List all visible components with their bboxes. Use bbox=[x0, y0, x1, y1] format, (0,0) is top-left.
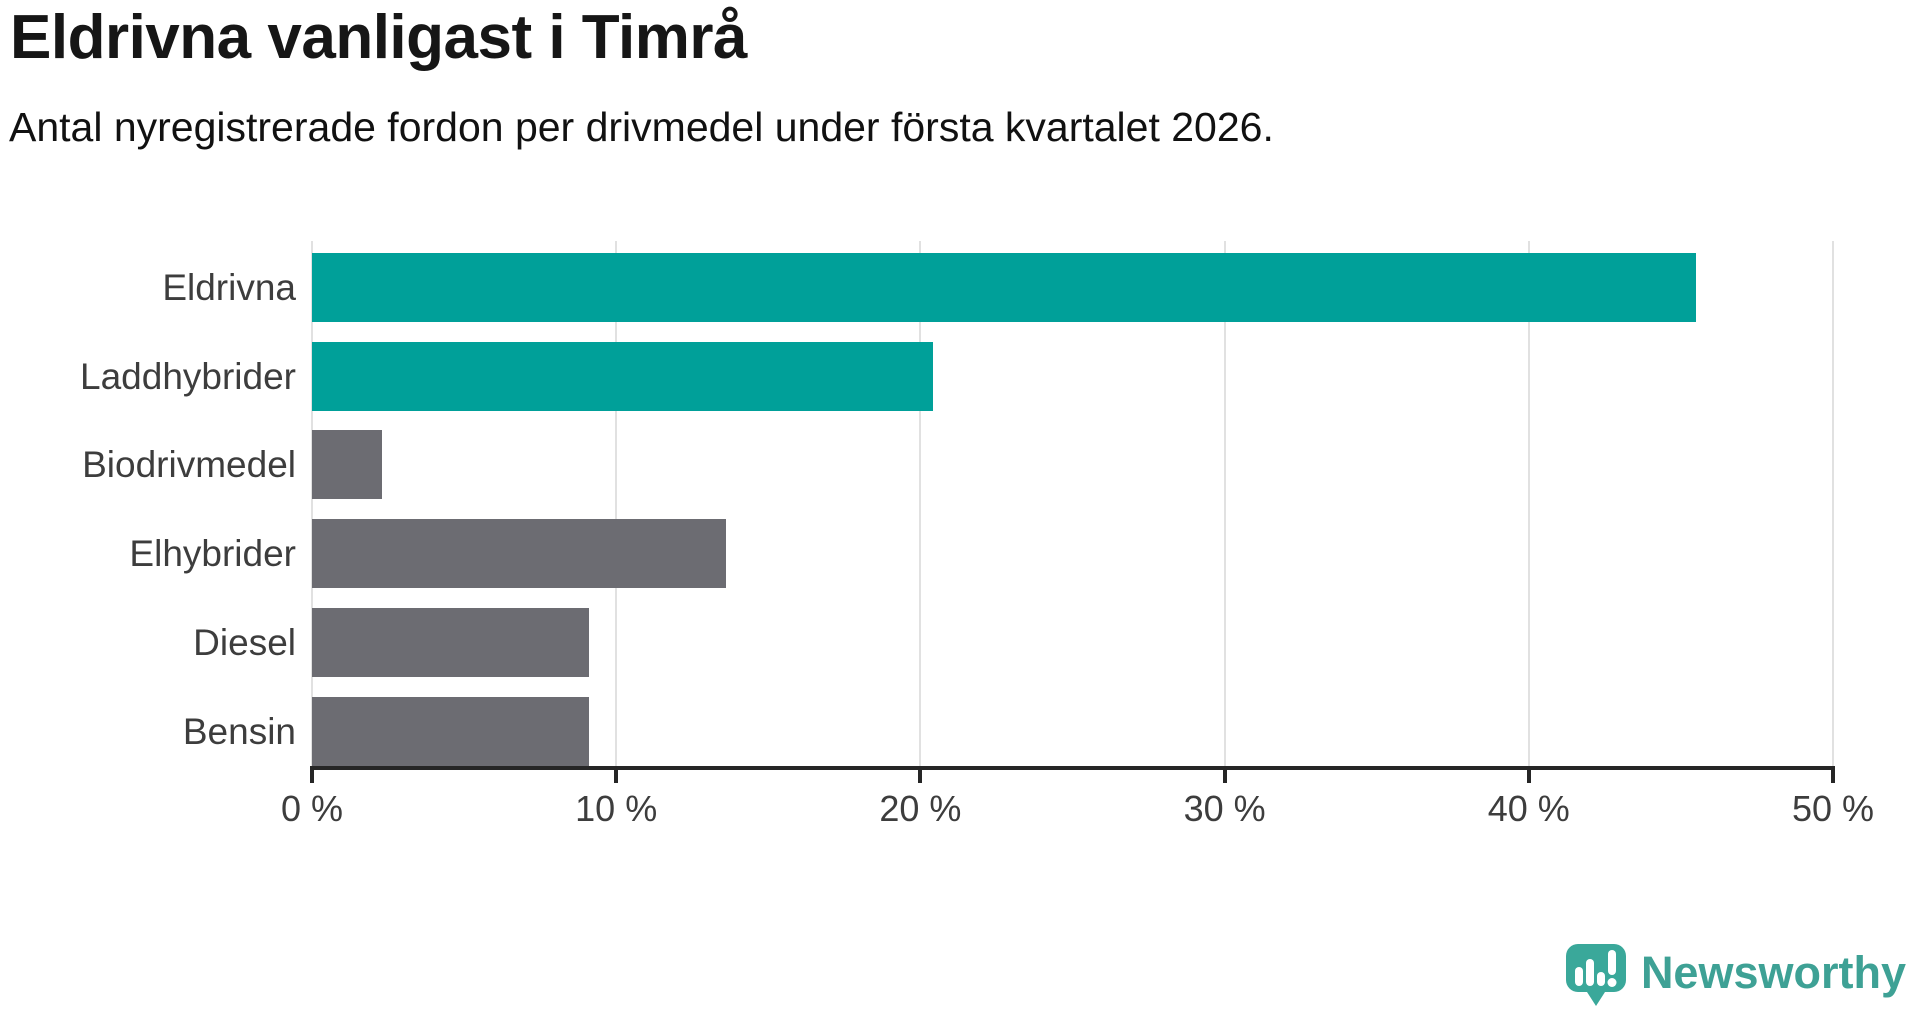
newsworthy-logo: Newsworthy bbox=[1565, 944, 1906, 1006]
plot-area: Eldrivna Laddhybrider Biodrivmedel Elhybrid… bbox=[80, 241, 1874, 829]
category-label-elhybrider: Elhybrider bbox=[129, 532, 296, 574]
category-label-laddhybrider: Laddhybrider bbox=[80, 355, 296, 397]
category-label-biodrivmedel: Biodrivmedel bbox=[82, 443, 296, 485]
axis-tick bbox=[310, 770, 314, 783]
axis-tick bbox=[1831, 770, 1835, 783]
axis-tick-label: 20 % bbox=[879, 788, 962, 829]
axis-tick-label: 50 % bbox=[1791, 788, 1875, 829]
gridline bbox=[1832, 241, 1834, 768]
axis-tick-label: 40 % bbox=[1487, 788, 1570, 829]
category-label-bensin: Bensin bbox=[182, 710, 296, 752]
gridline bbox=[1223, 241, 1226, 768]
bar-elhybrider bbox=[312, 519, 726, 588]
gridline bbox=[1527, 241, 1530, 768]
axis-tick bbox=[918, 770, 923, 783]
axis-tick-label: 10 % bbox=[575, 788, 658, 829]
axis-tick bbox=[1526, 770, 1531, 783]
gridline bbox=[311, 241, 313, 768]
axis-tick bbox=[614, 770, 619, 783]
category-label-eldrivna: Eldrivna bbox=[162, 266, 296, 308]
category-label-diesel: Diesel bbox=[193, 621, 296, 663]
newsworthy-logo-icon bbox=[1565, 944, 1626, 1006]
chart-subtitle: Antal nyregistrerade fordon per drivmede… bbox=[9, 104, 1274, 150]
gridline bbox=[919, 241, 922, 768]
bar-bensin bbox=[312, 697, 589, 766]
x-axis-line bbox=[310, 766, 1835, 770]
bar-diesel bbox=[312, 608, 589, 677]
bar-laddhybrider bbox=[312, 342, 933, 411]
gridline bbox=[615, 241, 618, 768]
axis-tick-label: 0 % bbox=[280, 788, 344, 829]
chart-title: Eldrivna vanligast i Timrå bbox=[10, 3, 748, 72]
bar-eldrivna bbox=[312, 253, 1696, 322]
newsworthy-logo-text: Newsworthy bbox=[1640, 946, 1906, 998]
axis-tick bbox=[1222, 770, 1227, 783]
axis-tick-label: 30 % bbox=[1183, 788, 1266, 829]
bar-biodrivmedel bbox=[312, 430, 382, 499]
